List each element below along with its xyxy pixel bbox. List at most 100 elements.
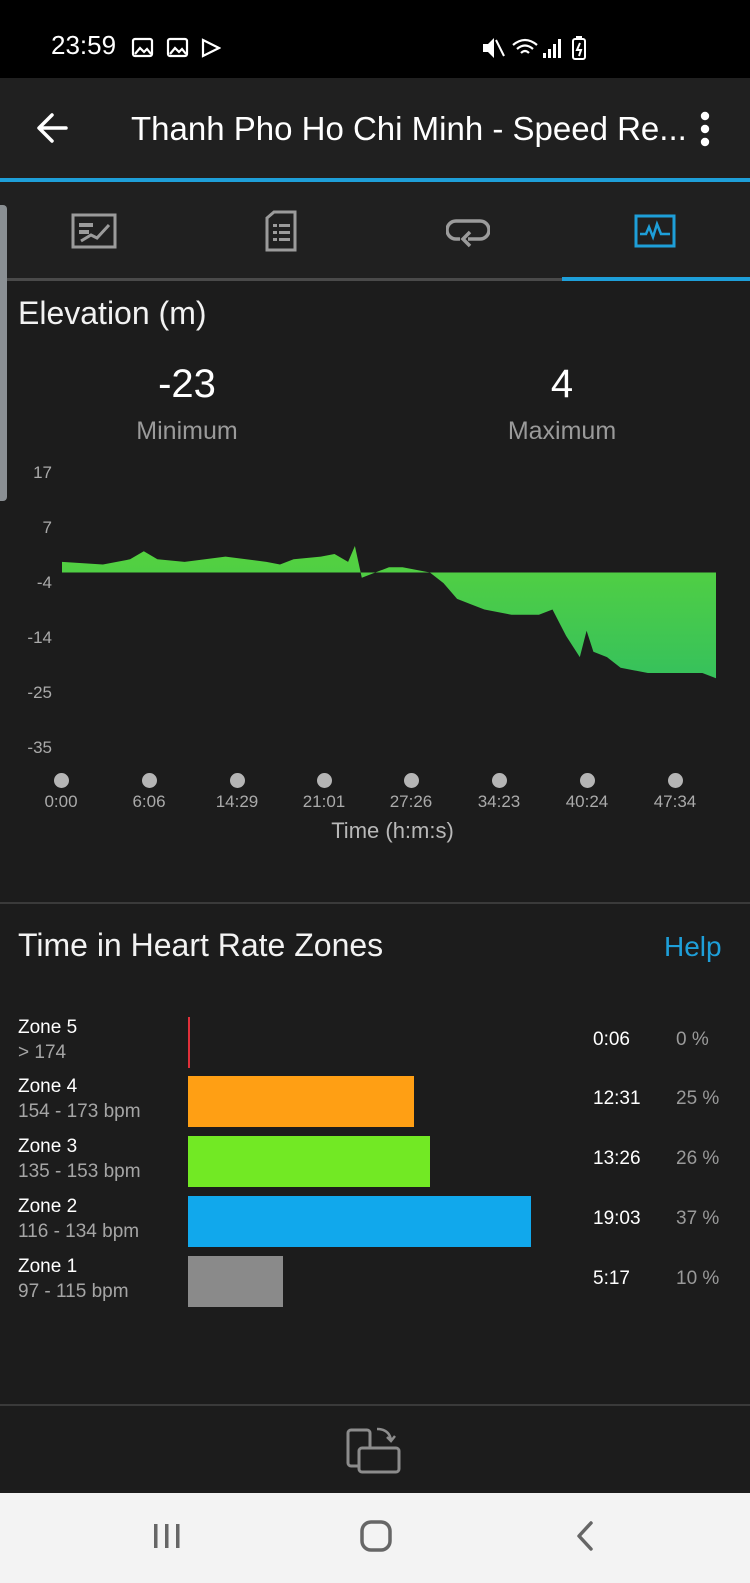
x-tick-dot — [54, 773, 69, 788]
tab-details[interactable] — [187, 182, 374, 280]
back-icon[interactable] — [574, 1520, 596, 1552]
x-tick-dot — [668, 773, 683, 788]
section-divider — [0, 902, 750, 904]
stats-card-icon — [71, 213, 116, 249]
zone-percent: 37 % — [676, 1208, 720, 1229]
zone-range: 154 - 173 bpm — [18, 1101, 141, 1122]
elevation-min-label: Minimum — [136, 417, 238, 445]
x-tick-dot — [492, 773, 507, 788]
home-icon[interactable] — [360, 1520, 392, 1552]
y-tick-label: 17 — [33, 463, 52, 482]
zone-bar — [188, 1256, 283, 1307]
x-tick-label: 34:23 — [477, 792, 521, 811]
x-tick-dot — [404, 773, 419, 788]
zone-bar — [188, 1076, 414, 1127]
more-options-icon[interactable] — [697, 111, 713, 147]
elevation-chart: 17 7 -4 -14 -25 -35 — [0, 460, 750, 760]
back-arrow-icon[interactable] — [35, 111, 69, 145]
x-tick-label: 27:26 — [389, 792, 433, 811]
zone-bar — [188, 1136, 430, 1187]
gallery-icon — [131, 37, 154, 58]
zone-range: > 174 — [18, 1042, 67, 1063]
zone-row: Zone 4 154 - 173 bpm 12:31 25 % — [0, 1072, 750, 1132]
laps-loop-icon — [445, 219, 490, 248]
x-tick-label: 14:29 — [215, 792, 259, 811]
zone-percent: 0 % — [676, 1029, 709, 1050]
zone-time: 0:06 — [593, 1029, 630, 1050]
wifi-icon — [512, 38, 538, 54]
rotate-screen-icon — [346, 1427, 401, 1474]
x-tick-dot — [317, 773, 332, 788]
zone-time: 5:17 — [593, 1268, 630, 1289]
elevation-max-label: Maximum — [507, 417, 617, 445]
document-icon — [265, 210, 296, 252]
x-tick-label: 40:24 — [565, 792, 609, 811]
rotate-screen-button[interactable] — [345, 1424, 405, 1478]
app-bar: Thanh Pho Ho Chi Minh - Speed Re... — [0, 78, 750, 178]
zone-time: 12:31 — [593, 1088, 641, 1109]
zone-name: Zone 4 — [18, 1076, 78, 1097]
zone-bar — [188, 1017, 190, 1068]
play-store-icon — [201, 38, 221, 58]
zone-range: 116 - 134 bpm — [18, 1221, 140, 1242]
system-navigation-bar — [0, 1493, 750, 1583]
x-tick-label: 0:00 — [44, 792, 78, 811]
gallery-icon — [166, 37, 189, 58]
y-tick-label: 7 — [42, 518, 52, 537]
x-axis-label: Time (h:m:s) — [331, 818, 454, 843]
zone-row: Zone 5 > 174 0:06 0 % — [0, 1012, 750, 1072]
zone-name: Zone 5 — [18, 1017, 78, 1038]
zone-time: 13:26 — [593, 1148, 641, 1169]
x-tick-label: 6:06 — [132, 792, 166, 811]
tab-laps[interactable] — [374, 182, 561, 280]
zone-name: Zone 1 — [18, 1256, 78, 1277]
zone-percent: 26 % — [676, 1148, 720, 1169]
x-tick-label: 21:01 — [302, 792, 346, 811]
tab-stats[interactable] — [0, 182, 187, 280]
chart-pulse-icon — [634, 214, 675, 248]
tab-active-indicator — [562, 277, 750, 281]
zone-row: Zone 1 97 - 115 bpm 5:17 10 % — [0, 1252, 750, 1312]
tab-charts[interactable] — [561, 182, 748, 280]
x-tick-dot — [142, 773, 157, 788]
mute-icon — [483, 38, 505, 58]
x-tick-dot — [580, 773, 595, 788]
elevation-plot — [62, 546, 716, 679]
system-icons — [483, 36, 586, 60]
zone-row: Zone 3 135 - 153 bpm 13:26 26 % — [0, 1132, 750, 1192]
section-divider — [0, 1404, 750, 1406]
signal-icon — [543, 39, 561, 58]
notification-icons — [131, 37, 221, 58]
elevation-min-value: -23 — [158, 362, 216, 406]
help-link[interactable]: Help — [664, 931, 722, 962]
y-tick-label: -25 — [27, 683, 52, 702]
app-bar-accent-line — [0, 178, 750, 182]
hr-zones-list: Zone 5 > 174 0:06 0 % Zone 4 154 - 173 b… — [0, 1012, 750, 1312]
zone-row: Zone 2 116 - 134 bpm 19:03 37 % — [0, 1192, 750, 1252]
y-tick-label: -35 — [27, 738, 52, 757]
status-time: 23:59 — [51, 30, 117, 60]
elevation-title: Elevation (m) — [18, 295, 207, 331]
tab-bar — [0, 182, 750, 280]
recent-apps-icon[interactable] — [152, 1522, 182, 1550]
x-tick-dot — [230, 773, 245, 788]
x-tick-label: 47:34 — [653, 792, 697, 811]
elevation-area — [62, 546, 716, 679]
scroll-handle[interactable] — [0, 205, 7, 501]
tab-divider — [0, 278, 750, 281]
zone-bar — [188, 1196, 531, 1247]
time-axis: 0:00 6:06 14:29 21:01 27:26 34:23 40:24 … — [0, 770, 750, 815]
zone-time: 19:03 — [593, 1208, 641, 1229]
y-tick-label: -14 — [27, 628, 52, 647]
zone-percent: 10 % — [676, 1268, 720, 1289]
y-tick-label: -4 — [36, 573, 52, 592]
elevation-max-value: 4 — [550, 362, 574, 406]
hr-zones-title: Time in Heart Rate Zones — [18, 927, 384, 963]
status-bar: 23:59 — [0, 0, 750, 78]
page-title: Thanh Pho Ho Chi Minh - Speed Re... — [131, 110, 687, 147]
zone-range: 97 - 115 bpm — [18, 1281, 129, 1302]
zone-name: Zone 3 — [18, 1136, 78, 1157]
zone-percent: 25 % — [676, 1088, 720, 1109]
zone-name: Zone 2 — [18, 1196, 78, 1217]
zone-range: 135 - 153 bpm — [18, 1161, 141, 1182]
